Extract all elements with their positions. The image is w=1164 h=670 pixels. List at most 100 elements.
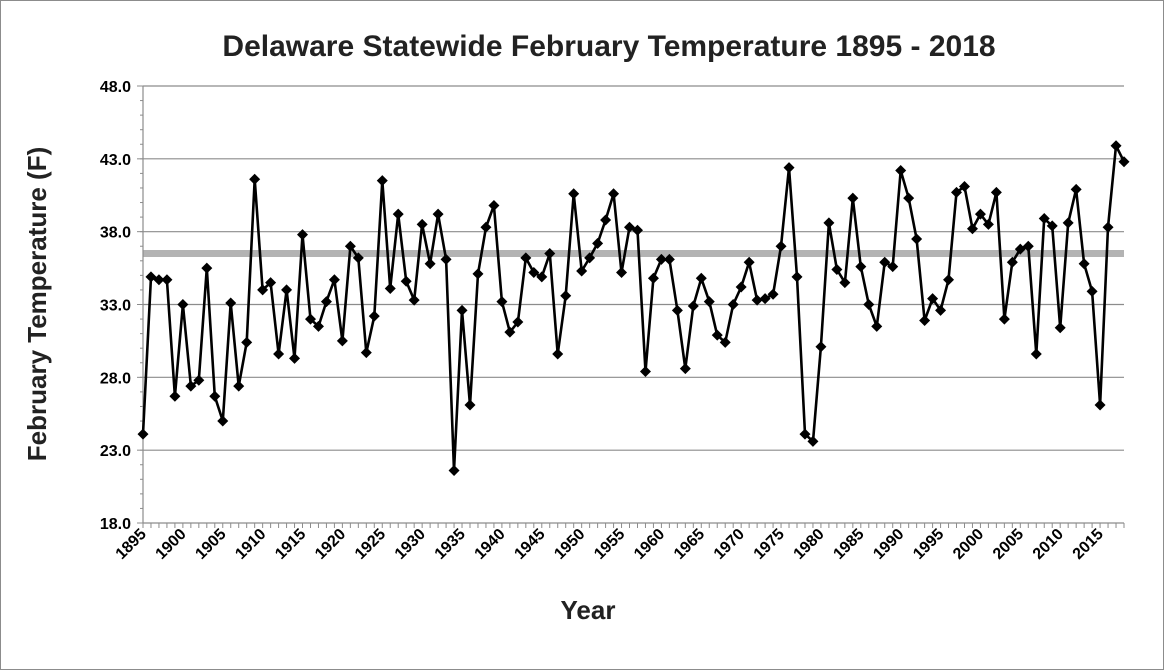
data-point-marker	[201, 262, 213, 274]
data-point-marker	[631, 224, 643, 236]
data-point-marker	[584, 252, 596, 264]
data-point-marker	[799, 428, 811, 440]
x-tick-label: 1910	[232, 526, 269, 563]
data-point-marker	[847, 192, 859, 204]
data-point-marker	[647, 272, 659, 284]
data-point-marker	[982, 218, 994, 230]
data-point-marker	[767, 288, 779, 300]
x-tick-label: 1985	[830, 526, 867, 563]
data-point-marker	[297, 229, 309, 241]
data-point-marker	[600, 214, 612, 226]
data-point-marker	[1110, 140, 1122, 152]
data-point-marker	[943, 274, 955, 286]
x-tick-labels: 1895 1900 1905 1910 1915 1920 1925 1930 1935 1940…	[113, 526, 1107, 563]
data-point-marker	[1094, 399, 1106, 411]
data-point-marker	[456, 304, 468, 316]
data-point-marker	[153, 274, 165, 286]
data-point-marker	[839, 277, 851, 289]
x-tick-label: 1935	[432, 526, 469, 563]
data-point-marker	[241, 336, 253, 348]
y-tick-label: 28.0	[100, 370, 131, 387]
y-tick-label: 33.0	[100, 298, 131, 315]
data-point-marker	[336, 335, 348, 347]
data-point-marker	[352, 252, 364, 264]
x-tick-label: 1925	[352, 526, 389, 563]
data-point-marker	[464, 399, 476, 411]
x-tick-label: 1955	[591, 526, 628, 563]
data-point-marker	[536, 271, 548, 283]
data-point-marker	[958, 181, 970, 193]
x-tick-label: 1930	[392, 526, 429, 563]
data-point-marker	[951, 186, 963, 198]
data-point-marker	[727, 299, 739, 310]
data-point-marker	[687, 300, 699, 312]
data-point-marker	[233, 380, 245, 392]
data-point-marker	[903, 192, 915, 204]
data-point-marker	[193, 374, 205, 386]
data-point-marker	[265, 277, 277, 289]
data-point-marker	[320, 296, 332, 308]
data-point-marker	[990, 186, 1002, 198]
data-point-marker	[408, 294, 420, 306]
x-tick-label: 1905	[192, 526, 229, 563]
data-point-marker	[919, 315, 931, 327]
data-point-marker	[879, 256, 891, 268]
data-point-marker	[1046, 220, 1058, 232]
data-point-marker	[998, 313, 1010, 325]
x-tick-label: 2010	[1030, 526, 1067, 563]
data-point-marker	[1006, 256, 1018, 268]
data-point-marker	[169, 390, 181, 402]
data-point-marker	[791, 271, 803, 283]
x-tick-label: 1960	[631, 526, 668, 563]
data-point-marker	[1078, 258, 1090, 270]
data-point-marker	[671, 304, 683, 316]
x-tick-label: 1990	[870, 526, 907, 563]
data-point-marker	[855, 261, 867, 273]
data-point-marker	[209, 390, 221, 402]
data-point-marker	[161, 274, 173, 286]
x-tick-label: 1915	[272, 526, 309, 563]
data-point-marker	[360, 347, 372, 359]
data-point-marker	[608, 188, 620, 200]
series-line	[141, 144, 1126, 472]
data-point-marker	[783, 162, 795, 174]
data-point-marker	[312, 320, 324, 332]
data-point-marker	[512, 316, 524, 328]
x-tick-label: 2015	[1070, 526, 1107, 563]
data-point-marker	[392, 208, 404, 220]
data-point-marker	[376, 175, 388, 187]
data-point-marker	[743, 256, 755, 268]
data-point-marker	[966, 223, 978, 235]
data-point-marker	[759, 293, 771, 305]
data-point-marker	[1086, 285, 1098, 297]
data-point-marker	[281, 284, 293, 296]
data-point-marker	[289, 352, 301, 364]
data-point-marker	[807, 435, 819, 447]
data-point-marker	[1070, 183, 1082, 195]
x-tick-label: 1975	[751, 526, 788, 563]
data-point-marker	[416, 218, 428, 230]
data-point-marker	[344, 240, 356, 252]
data-point-marker	[751, 294, 763, 306]
data-point-marker	[823, 217, 835, 229]
y-tick-labels: 18.0 23.0 28.0 33.0 38.0 43.0 48.0	[100, 79, 131, 533]
data-point-marker	[496, 296, 508, 308]
x-tick-label: 1980	[791, 526, 828, 563]
x-tick-label: 1965	[671, 526, 708, 563]
data-point-marker	[576, 265, 588, 277]
data-point-marker	[424, 258, 436, 270]
data-point-marker	[679, 363, 691, 375]
data-point-marker	[1030, 348, 1042, 360]
data-point-marker	[472, 268, 484, 280]
data-point-marker	[217, 415, 229, 427]
data-point-marker	[927, 293, 939, 305]
data-point-marker	[1118, 156, 1130, 168]
x-tick-label: 1940	[472, 526, 509, 563]
data-point-marker	[568, 188, 580, 200]
data-point-marker	[911, 233, 923, 245]
gridlines	[143, 85, 1124, 451]
data-point-marker	[711, 329, 723, 341]
x-tick-label: 1950	[551, 526, 588, 563]
